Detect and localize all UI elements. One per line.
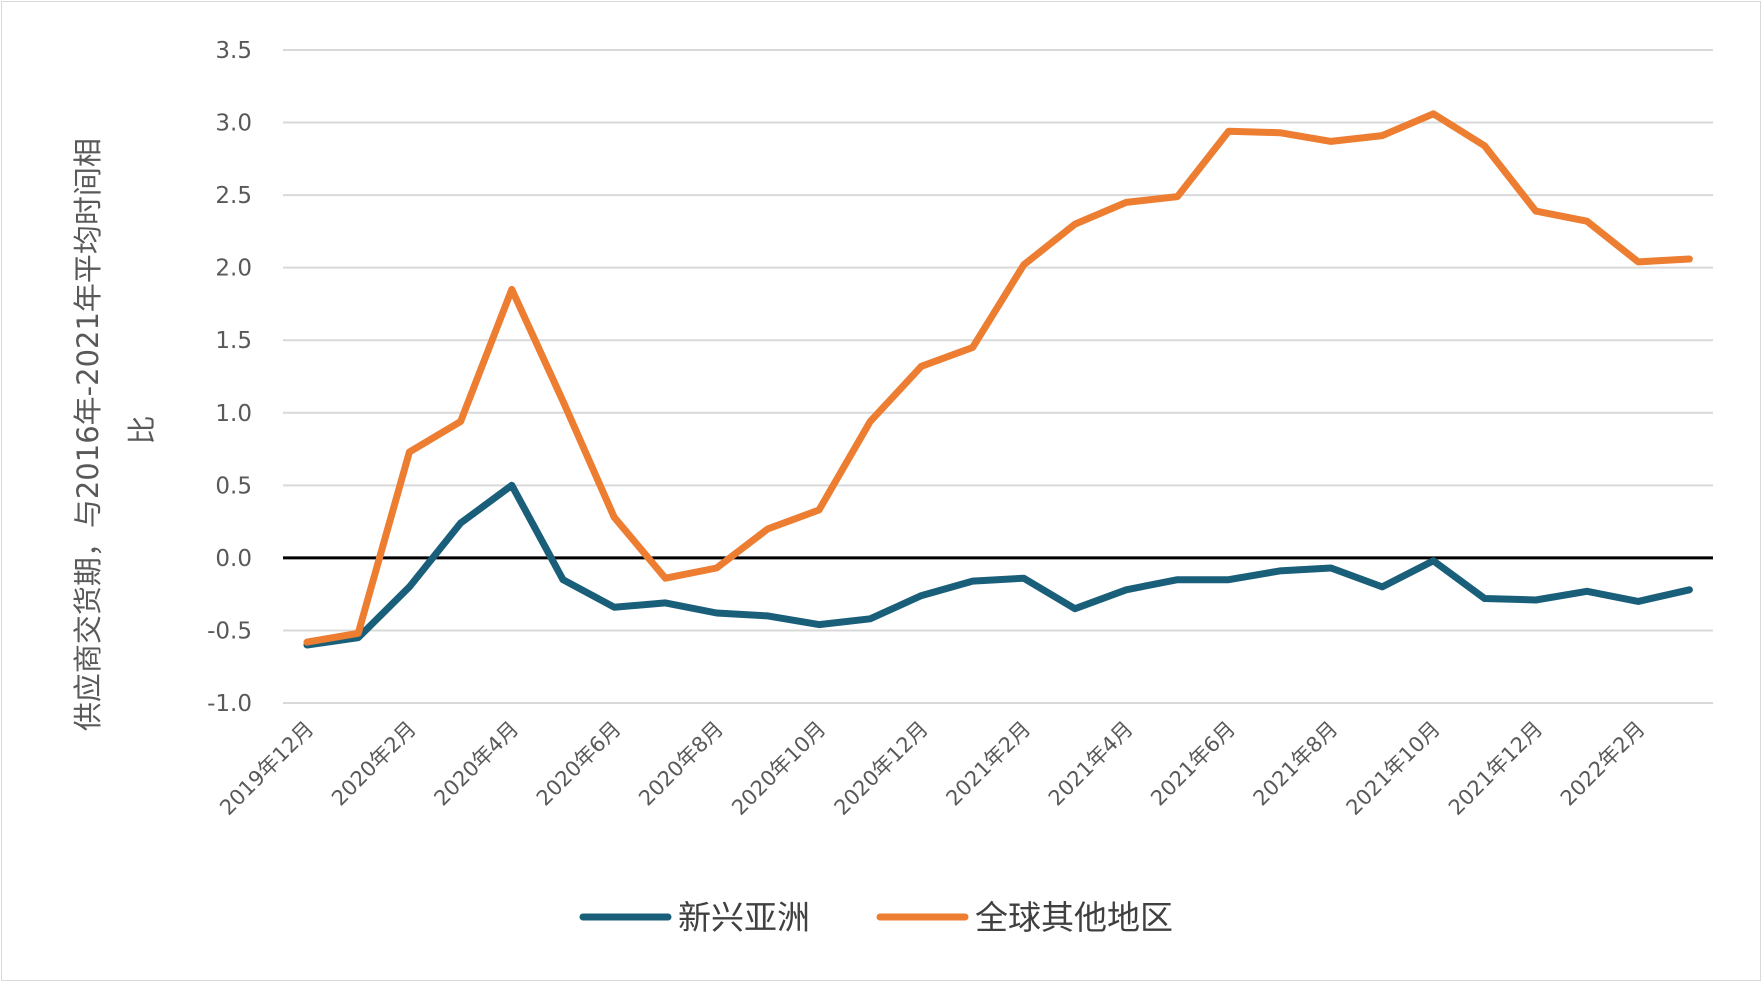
x-tick-label: 2020年6月 (532, 717, 626, 811)
x-tick-label: 2021年10月 (1342, 717, 1445, 820)
y-tick-label: 3.5 (215, 38, 252, 64)
x-tick-label: 2020年4月 (429, 717, 523, 811)
x-tick-label: 2020年12月 (830, 717, 933, 820)
x-tick-label: 2019年12月 (215, 717, 318, 820)
y-axis-ticks: 3.5 3.0 2.5 2.0 1.5 1.0 0.5 0.0 -0.5 -1.0 (207, 38, 252, 717)
legend-label-rest-of-world: 全球其他地区 (975, 898, 1173, 937)
y-tick-label: 2.5 (215, 183, 252, 209)
x-tick-label: 2021年8月 (1249, 717, 1343, 811)
y-axis-label-line-1: 供应商交货期，与2016年-2021年平均时间相 (71, 138, 105, 731)
y-axis-label: 供应商交货期，与2016年-2021年平均时间相 比 (71, 129, 159, 731)
y-tick-label: 0.0 (215, 546, 252, 572)
x-tick-label: 2021年12月 (1444, 717, 1547, 820)
x-tick-label: 2022年2月 (1556, 717, 1650, 811)
x-tick-label: 2020年8月 (634, 717, 728, 811)
y-tick-label: -1.0 (207, 691, 252, 717)
x-tick-label: 2021年4月 (1044, 717, 1138, 811)
y-tick-label: 2.0 (215, 256, 252, 282)
y-tick-label: 3.0 (215, 111, 252, 137)
x-tick-label: 2020年10月 (727, 717, 830, 820)
series-line-rest-of-world (303, 110, 1693, 646)
x-axis-ticks: 2019年12月 2020年2月 2020年4月 2020年6月 2020年8月 2020… (215, 717, 1650, 820)
x-tick-label: 2021年6月 (1146, 717, 1240, 811)
x-tick-label: 2021年2月 (941, 717, 1035, 811)
legend: 新兴亚洲 全球其他地区 (579, 898, 1173, 937)
x-tick-label: 2020年2月 (327, 717, 421, 811)
series-line-emerging-asia (303, 481, 1693, 649)
gridlines (283, 49, 1713, 704)
legend-label-emerging-asia: 新兴亚洲 (678, 898, 810, 937)
y-tick-label: 1.0 (215, 401, 252, 427)
series-lines (303, 110, 1693, 649)
y-tick-label: -0.5 (207, 618, 252, 644)
y-tick-label: 1.5 (215, 328, 252, 354)
y-axis-label-line-2: 比 (125, 415, 159, 444)
y-tick-label: 0.5 (215, 473, 252, 499)
